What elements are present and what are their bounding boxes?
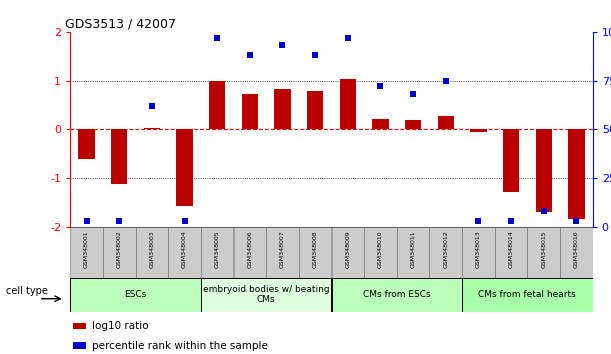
Bar	[103, 227, 136, 278]
Text: percentile rank within the sample: percentile rank within the sample	[92, 341, 268, 350]
Point	[245, 52, 255, 58]
Bar	[111, 129, 128, 184]
Bar	[495, 227, 527, 278]
Bar	[332, 227, 364, 278]
Text: CMs from ESCs: CMs from ESCs	[363, 290, 431, 299]
Text: GSM348014: GSM348014	[508, 230, 513, 268]
Bar	[568, 129, 585, 219]
Point	[212, 35, 222, 41]
Text: GSM348008: GSM348008	[313, 230, 318, 268]
Text: GSM348006: GSM348006	[247, 230, 252, 268]
Bar	[233, 227, 266, 278]
Point	[147, 103, 157, 109]
Point	[376, 84, 386, 89]
Bar	[340, 79, 356, 129]
Bar	[168, 227, 201, 278]
Bar	[462, 278, 593, 312]
Point	[277, 43, 287, 48]
Bar	[78, 129, 95, 159]
Bar	[503, 129, 519, 193]
Bar	[201, 278, 331, 312]
Bar	[332, 278, 462, 312]
Bar	[201, 227, 233, 278]
Point	[506, 218, 516, 224]
Bar	[462, 227, 495, 278]
Bar	[266, 227, 299, 278]
Bar	[242, 94, 258, 129]
Bar	[535, 129, 552, 212]
Text: GSM348013: GSM348013	[476, 230, 481, 268]
Bar	[177, 129, 192, 206]
Text: GSM348007: GSM348007	[280, 230, 285, 268]
Bar	[470, 129, 486, 132]
Bar	[560, 227, 593, 278]
Bar	[527, 227, 560, 278]
Text: GSM348005: GSM348005	[214, 230, 220, 268]
Point	[310, 52, 320, 58]
Point	[114, 218, 124, 224]
Text: CMs from fetal hearts: CMs from fetal hearts	[478, 290, 576, 299]
Bar	[70, 227, 103, 278]
Text: ESCs: ESCs	[125, 290, 147, 299]
Bar	[372, 119, 389, 129]
Point	[539, 208, 549, 214]
Text: GSM348009: GSM348009	[345, 230, 350, 268]
Bar	[73, 342, 86, 349]
Text: log10 ratio: log10 ratio	[92, 321, 149, 331]
Bar	[430, 227, 462, 278]
Point	[408, 91, 418, 97]
Bar	[144, 128, 160, 129]
Bar	[73, 323, 86, 329]
Point	[180, 218, 189, 224]
Bar	[307, 91, 323, 129]
Text: GSM348016: GSM348016	[574, 230, 579, 268]
Bar	[364, 227, 397, 278]
Bar	[136, 227, 168, 278]
Text: GSM348011: GSM348011	[411, 230, 415, 268]
Text: GSM348003: GSM348003	[150, 230, 155, 268]
Point	[441, 78, 451, 84]
Bar	[274, 89, 291, 129]
Text: GSM348012: GSM348012	[443, 230, 448, 268]
Text: GSM348004: GSM348004	[182, 230, 187, 268]
Text: embryoid bodies w/ beating
CMs: embryoid bodies w/ beating CMs	[203, 285, 329, 304]
Bar	[299, 227, 331, 278]
Bar	[397, 227, 430, 278]
Point	[571, 218, 581, 224]
Point	[82, 218, 92, 224]
Point	[474, 218, 483, 224]
Text: GSM348001: GSM348001	[84, 230, 89, 268]
Point	[343, 35, 353, 41]
Bar	[70, 278, 201, 312]
Text: cell type: cell type	[5, 286, 48, 296]
Text: GSM348002: GSM348002	[117, 230, 122, 268]
Text: GSM348015: GSM348015	[541, 230, 546, 268]
Text: GSM348010: GSM348010	[378, 230, 383, 268]
Bar	[437, 115, 454, 129]
Text: GDS3513 / 42007: GDS3513 / 42007	[65, 18, 176, 31]
Bar	[405, 120, 421, 129]
Bar	[209, 81, 225, 129]
